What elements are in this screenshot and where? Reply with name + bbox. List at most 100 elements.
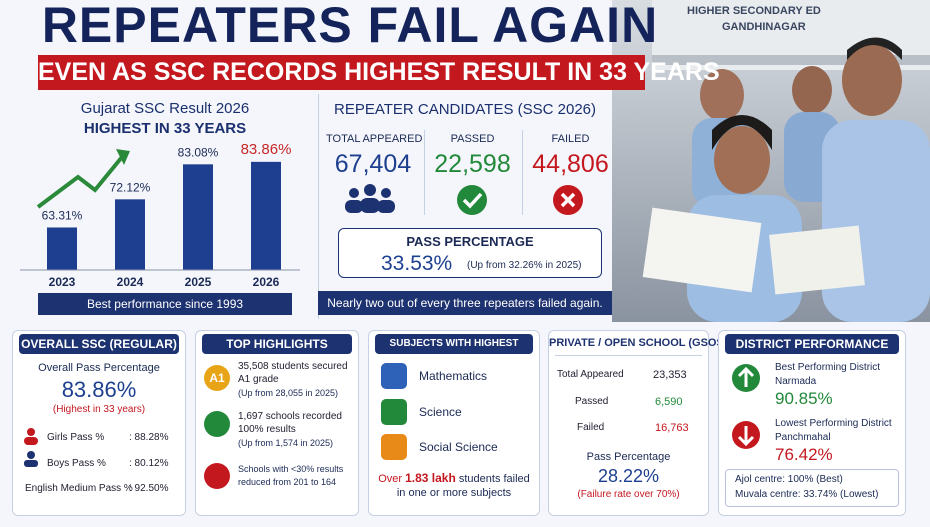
- note-lead: Over: [378, 473, 403, 485]
- best-name: Narmada: [775, 376, 817, 387]
- subject: Mathematics: [419, 369, 488, 383]
- subject-icon: [381, 363, 407, 389]
- overall-label: Overall Pass Percentage: [38, 362, 160, 374]
- value-label: 83.86%: [241, 141, 292, 158]
- row-label: Girls Pass %: [47, 432, 105, 443]
- worst-value: 76.42%: [775, 445, 833, 464]
- bar: [183, 164, 213, 270]
- person-icons: [24, 428, 38, 467]
- stat-value: 22,598: [434, 150, 511, 178]
- bar: [251, 161, 281, 270]
- a1-icon: A1: [204, 365, 230, 391]
- notes-box: [725, 469, 899, 507]
- row-label: Failed: [577, 422, 605, 433]
- worst-name: Panchmahal: [775, 432, 831, 443]
- stat-label: PASSED: [450, 133, 495, 145]
- chart-title: Gujarat SSC Result 2026: [80, 100, 250, 117]
- row-value: 6,590: [655, 396, 683, 408]
- trend-arrow-head: [116, 149, 130, 165]
- subtitle-banner: EVEN AS SSC RECORDS HIGHEST RESULT IN 33…: [38, 55, 720, 90]
- gsos-card: PRIVATE / OPEN SCHOOL (GSOS) Total Appea…: [548, 330, 728, 516]
- main-title: REPEATERS FAIL AGAIN: [41, 0, 659, 53]
- overall-card: OVERALL SSC (REGULAR) Overall Pass Perce…: [12, 330, 186, 516]
- photo: HIGHER SECONDARY ED GANDHINAGAR: [612, 0, 930, 322]
- row-value: 16,763: [655, 422, 689, 434]
- stat-value: 44,806: [532, 150, 609, 178]
- bar: [115, 199, 145, 270]
- overall-value: 83.86%: [61, 377, 137, 402]
- chart-subtitle: HIGHEST IN 33 YEARS: [83, 120, 247, 137]
- pass-box: PASS PERCENTAGE 33.53% (Up from 32.26% i…: [338, 228, 602, 278]
- card-header: PRIVATE / OPEN SCHOOL (GSOS): [549, 337, 728, 349]
- subject-icon: [381, 399, 407, 425]
- gsos-value: 28.22%: [597, 466, 660, 486]
- subject: Social Science: [419, 440, 498, 454]
- pass-value: 33.53%: [381, 252, 453, 275]
- x-tick-label: 2026: [253, 275, 280, 289]
- note-strong: 1.83 lakh: [405, 471, 456, 485]
- divider: [555, 355, 702, 356]
- subjects-card: SUBJECTS WITH HIGHEST FAILURES Mathemati…: [368, 330, 540, 516]
- note-rest: students failed: [458, 473, 530, 485]
- value-label: 83.08%: [178, 145, 219, 159]
- card-header: TOP HIGHLIGHTS: [202, 334, 352, 354]
- pass-note: (Up from 32.26% in 2025): [467, 260, 582, 271]
- subject-note: Over 1.83 lakh students failed: [369, 471, 539, 485]
- value-label: 72.12%: [110, 180, 151, 194]
- chart-footer: Best performance since 1993: [38, 293, 292, 315]
- item-line: 100% results: [238, 424, 296, 435]
- best-value: 90.85%: [775, 389, 833, 408]
- highlights-card: TOP HIGHLIGHTS A1 35,508 students secure…: [195, 330, 359, 516]
- school-icon: [204, 463, 230, 489]
- row-label: Boys Pass %: [47, 458, 106, 469]
- item-line: 1,697 schools recorded: [238, 411, 342, 422]
- trend-arrow: [36, 155, 124, 209]
- row-label: Passed: [575, 396, 609, 407]
- item-line: A1 grade: [238, 374, 279, 385]
- divider: [522, 130, 523, 215]
- school-icon: [204, 411, 230, 437]
- repeater-banner: Nearly two out of every three repeaters …: [318, 291, 612, 315]
- overall-note: (Highest in 33 years): [52, 404, 146, 415]
- stat-value: 67,404: [334, 150, 412, 178]
- check-icon: [457, 185, 487, 215]
- value-label: 63.31%: [42, 208, 83, 222]
- item-line: reduced from 201 to 164: [238, 477, 337, 487]
- district-note: Muvala centre: 33.74% (Lowest): [735, 489, 879, 500]
- x-tick-label: 2024: [117, 275, 144, 289]
- item-line: (Up from 1,574 in 2025): [238, 438, 334, 448]
- district-note: Ajol centre: 100% (Best): [735, 474, 843, 485]
- row-value: : 80.12%: [129, 458, 169, 469]
- bar: [47, 227, 77, 270]
- divider: [424, 130, 425, 215]
- best-label: Best Performing District: [775, 362, 881, 373]
- sign-text: HIGHER SECONDARY ED: [687, 5, 821, 17]
- pass-label: PASS PERCENTAGE: [406, 234, 534, 249]
- item-line: (Up from 28,055 in 2025): [238, 388, 339, 398]
- item-line: 35,508 students secured: [238, 361, 348, 372]
- divider: [318, 94, 319, 319]
- sign-text: GANDHINAGAR: [722, 21, 806, 33]
- gsos-note: (Failure rate over 70%): [577, 489, 680, 500]
- chart: 2023 63.31% 2024 72.12% 2025 83.08% 2026 83.86%: [20, 141, 300, 289]
- row-value: : 92.50%: [129, 483, 169, 494]
- stat-icons: [345, 184, 583, 215]
- row-value: : 88.28%: [129, 432, 169, 443]
- subject-icon: [381, 434, 407, 460]
- row-value: 23,353: [653, 369, 687, 381]
- subject-note: in one or more subjects: [396, 487, 512, 499]
- row-label: English Medium Pass %: [25, 483, 133, 494]
- card-header: DISTRICT PERFORMANCE: [725, 334, 899, 354]
- worst-label: Lowest Performing District: [775, 418, 892, 429]
- item-line: Schools with <30% results: [238, 464, 344, 474]
- district-icons: [732, 364, 760, 449]
- row-label: Total Appeared: [557, 369, 624, 380]
- x-tick-label: 2023: [49, 275, 76, 289]
- gsos-label: Pass Percentage: [586, 451, 671, 463]
- x-tick-label: 2025: [185, 275, 212, 289]
- people-icon: [345, 184, 395, 213]
- stat-label: FAILED: [551, 133, 590, 145]
- stat-label: TOTAL APPEARED: [326, 133, 423, 145]
- card-header: OVERALL SSC (REGULAR): [19, 334, 179, 354]
